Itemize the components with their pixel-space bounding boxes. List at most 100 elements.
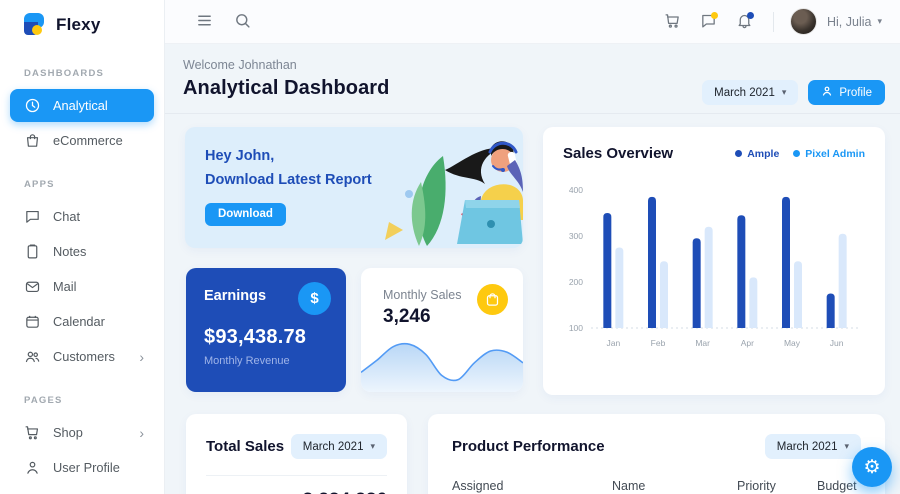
product-performance-period-dropdown[interactable]: March 2021 ▾ [765,434,861,459]
total-sales-card: Total Sales March 2021 ▾ Sales Yearly 3,… [186,414,407,494]
brand-logo[interactable]: Flexy [0,0,164,46]
sidebar-item-label: Notes [53,244,86,259]
download-button[interactable]: Download [205,203,286,226]
product-performance-title: Product Performance [452,438,605,455]
bar-apr [749,277,757,328]
search-button[interactable] [229,9,255,35]
topbar-divider [773,12,774,32]
period-value: March 2021 [777,441,838,453]
bar-jan [603,213,611,328]
bar-feb [660,261,668,328]
settings-fab[interactable]: ⚙ [852,447,892,487]
user-menu[interactable]: Hi, Julia ▾ [827,15,882,29]
nav-section-label: APPS [10,179,154,190]
sidebar-item-label: Analytical [53,98,108,113]
chevron-down-icon: ▾ [782,87,787,98]
sidebar-item-chat[interactable]: Chat [10,200,154,233]
bar-feb [648,197,656,328]
app-window: Flexy DASHBOARDS Analytical eCommerce APPS C… [0,0,900,494]
svg-text:Mar: Mar [695,338,710,348]
main-content: Welcome Johnathan Analytical Dashboard M… [165,44,900,494]
sidebar-item-ecommerce[interactable]: eCommerce [10,124,154,157]
page-title: Analytical Dashboard [183,77,390,100]
analytical-icon [24,97,41,114]
table-column-name: Name [612,479,737,493]
profile-button[interactable]: Profile [808,80,885,105]
chart-legend: Ample Pixel Admin [735,148,865,160]
table-column-budget: Budget [817,479,861,493]
bar-mar [693,238,701,328]
notifications-badge [747,12,754,19]
customers-icon [24,348,41,365]
total-sales-row-value: 3,234,236 [302,490,387,494]
legend-dot [793,150,800,157]
gear-icon: ⚙ [863,456,880,479]
report-message: Download Latest Report [205,169,372,193]
period-dropdown[interactable]: March 2021 ▾ [702,80,798,105]
sales-overview-bar-chart: 400300200100JanFebMarAprMayJun [563,170,865,370]
search-icon [234,12,251,32]
total-sales-period-dropdown[interactable]: March 2021 ▾ [291,434,387,459]
sidebar-nav: DASHBOARDS Analytical eCommerce APPS Chat Not… [0,68,164,494]
earnings-amount: $93,438.78 [204,326,328,349]
chevron-down-icon: ▾ [370,441,375,452]
svg-text:300: 300 [569,231,583,241]
brand-name: Flexy [56,15,100,35]
sidebar-item-notes[interactable]: Notes [10,235,154,268]
header-divider [165,113,900,114]
divider [206,475,387,476]
svg-text:May: May [784,338,801,348]
welcome-text: Welcome Johnathan [183,58,390,72]
profile-label: Profile [839,87,872,99]
period-value: March 2021 [303,441,364,453]
bar-apr [737,215,745,328]
sidebar-item-calendar[interactable]: Calendar [10,305,154,338]
bar-mar [705,227,713,328]
table-column-assigned: Assigned [452,479,612,493]
product-performance-card: Product Performance March 2021 ▾ Assigne… [428,414,885,494]
flexy-logo-icon [24,13,47,36]
sales-bag-icon [477,284,508,315]
sidebar-item-quill-editor[interactable]: Quill Editor [10,486,154,494]
person-icon [821,85,833,100]
user-greeting: Hi, Julia [827,15,871,29]
sidebar-item-label: Mail [53,279,76,294]
sidebar-item-analytical[interactable]: Analytical [10,89,154,122]
legend-item-ample: Ample [735,148,779,160]
bar-jun [827,294,835,329]
messages-button[interactable] [695,9,721,35]
sidebar-item-mail[interactable]: Mail [10,270,154,303]
legend-dot [735,150,742,157]
topbar: Hi, Julia ▾ [165,0,900,44]
cart-icon [664,12,681,32]
sidebar-item-label: User Profile [53,460,120,475]
sales-overview-card: Sales Overview AmplePixel Admin 40030020… [543,127,885,395]
page-header: Welcome Johnathan Analytical Dashboard M… [183,58,885,105]
calendar-icon [24,313,41,330]
notifications-button[interactable] [731,9,757,35]
ecommerce-icon [24,132,41,149]
dollar-icon: $ [298,282,331,315]
download-report-card: Hey John, Download Latest Report Downloa… [185,127,523,248]
user-avatar[interactable] [790,8,817,35]
sales-overview-title: Sales Overview [563,145,673,162]
sidebar-item-label: Calendar [53,314,105,329]
sidebar-item-label: eCommerce [53,133,123,148]
chevron-down-icon: ▾ [877,16,882,27]
total-sales-title: Total Sales [206,438,284,455]
cart-button[interactable] [659,9,685,35]
sidebar-item-customers[interactable]: Customers› [10,340,154,373]
menu-toggle-button[interactable] [191,9,217,35]
nav-section-label: DASHBOARDS [10,68,154,79]
table-header-row: AssignedNamePriorityBudget [452,479,861,493]
total-sales-row: Sales Yearly 3,234,236 [206,490,387,494]
chevron-right-icon: › [139,350,144,364]
shop-icon [24,424,41,441]
sidebar-item-user-profile[interactable]: User Profile [10,451,154,484]
sidebar-item-shop[interactable]: Shop› [10,416,154,449]
sidebar-item-label: Shop [53,425,83,440]
svg-text:400: 400 [569,185,583,195]
legend-item-pixel-admin: Pixel Admin [793,148,865,160]
svg-text:Jun: Jun [830,338,844,348]
bar-may [794,261,802,328]
